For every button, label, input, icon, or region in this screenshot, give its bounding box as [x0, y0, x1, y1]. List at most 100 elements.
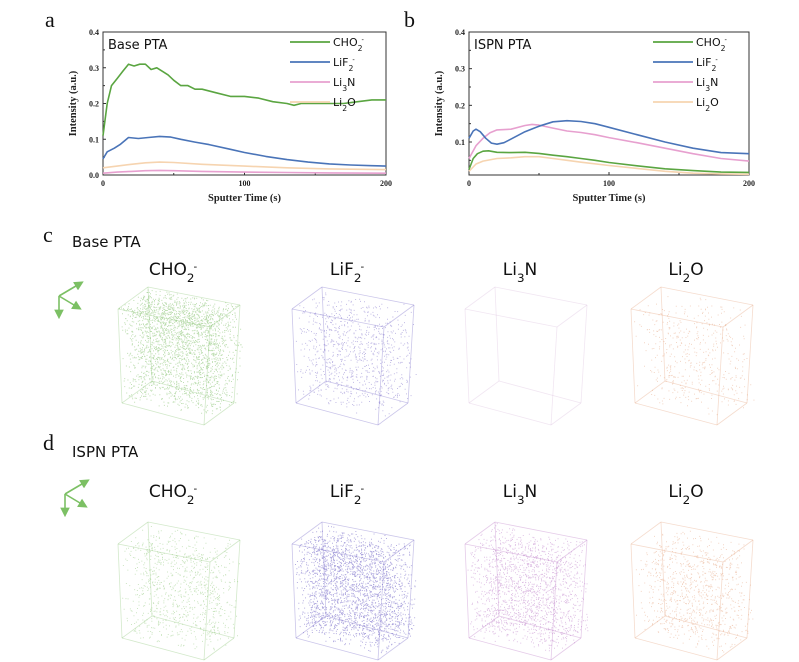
cube-edge	[377, 561, 385, 661]
cube-edge	[634, 380, 666, 404]
series-line-lif2-	[468, 119, 750, 155]
species-label: CHO2-	[149, 482, 198, 507]
y-tick-label: 0.3	[89, 64, 99, 73]
cube-edge	[716, 561, 724, 661]
cube-edge	[494, 286, 500, 382]
series-line-li2o	[468, 155, 750, 176]
cube-edge	[147, 521, 241, 541]
cube-edge	[377, 402, 409, 426]
cube-edge	[295, 380, 327, 404]
cube-edge	[494, 521, 588, 541]
cube-edge	[498, 615, 582, 639]
cube-edge	[630, 543, 636, 639]
cube-edge	[203, 402, 235, 426]
cube-edge	[233, 304, 241, 404]
legend-label: CHO2-	[333, 36, 365, 53]
cube-edge	[117, 308, 123, 404]
cube-edge	[494, 521, 500, 617]
cube-edge	[464, 543, 558, 563]
cube-edge	[383, 539, 415, 563]
cube-edge	[634, 402, 718, 426]
cube-edge	[321, 521, 415, 541]
cube-edge	[291, 308, 297, 404]
cube-edge	[291, 521, 323, 545]
legend-label: LiF2-	[333, 56, 355, 73]
tomography-cube	[464, 521, 589, 661]
series-line-cho2-	[468, 150, 750, 174]
cube-edge	[147, 521, 153, 617]
cube-edge	[630, 308, 724, 328]
cube-edge	[630, 286, 662, 310]
cube-edge	[121, 402, 205, 426]
cube-point-cloud	[467, 523, 589, 652]
cube-edge	[468, 380, 500, 404]
cube-edge	[321, 286, 415, 306]
cube-edge	[722, 304, 754, 328]
cube-edge	[407, 304, 415, 404]
legend-label: Li3N	[333, 76, 355, 93]
cube-edge	[117, 521, 149, 545]
cube-edge	[550, 326, 558, 426]
xyz-axis-triad-icon	[60, 479, 90, 518]
cube-edge	[377, 326, 385, 426]
panel-letter-b: b	[404, 7, 415, 32]
cube-edge	[556, 304, 588, 328]
row-c-title: Base PTA	[72, 233, 141, 251]
tomography-cube	[630, 286, 755, 426]
cube-edge	[121, 615, 153, 639]
series-line-li3n	[102, 169, 387, 174]
cube-edge	[746, 304, 754, 404]
cube-edge	[291, 308, 385, 328]
chart-inset-title: Base PTA	[108, 38, 168, 53]
legend-label: Li3N	[696, 76, 718, 93]
cube-edge	[464, 521, 496, 545]
y-axis-label: Intensity (a.u.)	[434, 70, 445, 136]
y-tick-label: 0.3	[455, 65, 465, 74]
tomography-cube	[291, 286, 417, 426]
cube-point-cloud	[295, 525, 417, 654]
cube-edge	[117, 543, 211, 563]
cube-point-cloud	[122, 526, 240, 651]
x-tick-label: 100	[603, 179, 615, 188]
cube-edge	[716, 402, 748, 426]
x-tick-label: 200	[743, 179, 755, 188]
cube-edge	[203, 561, 211, 661]
cube-edge	[203, 326, 211, 426]
cube-edge	[494, 286, 588, 306]
cube-edge	[295, 402, 379, 426]
species-label: LiF2-	[330, 260, 365, 285]
cube-edge	[716, 637, 748, 661]
cube-edge	[151, 615, 235, 639]
cube-point-cloud	[634, 296, 755, 416]
cube-edge	[147, 286, 153, 382]
legend-label: CHO2-	[696, 36, 728, 53]
y-tick-label: 0.1	[89, 135, 99, 144]
series-line-li2o	[102, 161, 387, 171]
cube-edge	[468, 402, 552, 426]
cube-edge	[660, 521, 666, 617]
x-tick-label: 200	[380, 179, 392, 188]
tomography-cube	[117, 521, 241, 661]
series-line-lif2-	[102, 135, 387, 167]
species-label: CHO2-	[149, 260, 198, 285]
panel-letter-c: c	[43, 222, 53, 247]
chart-a: 0 100 200 0.0 0.1 0.2 0.3 0.4 Sputter Time (s) In…	[68, 28, 392, 204]
cube-edge	[321, 521, 327, 617]
tomography-cube	[630, 521, 754, 661]
chart-b: 0 100 200 0.1 0.2 0.3 0.4 Sputter Time (s) Inten…	[434, 28, 755, 204]
cube-edge	[291, 543, 385, 563]
species-label: Li3N	[503, 482, 538, 507]
y-tick-label: 0.4	[89, 28, 99, 37]
xyz-axis-triad-icon	[54, 281, 84, 320]
cube-edge	[716, 326, 724, 426]
cube-edge	[407, 539, 415, 639]
legend-label: Li2O	[333, 96, 356, 113]
cube-edge	[630, 543, 724, 563]
panel-letter-d: d	[43, 430, 54, 455]
tomography-cube	[464, 286, 588, 426]
tomography-cube	[291, 521, 417, 661]
cube-point-cloud	[119, 289, 243, 415]
y-axis-label: Intensity (a.u.)	[68, 70, 79, 136]
y-tick-label: 0.1	[455, 138, 465, 147]
